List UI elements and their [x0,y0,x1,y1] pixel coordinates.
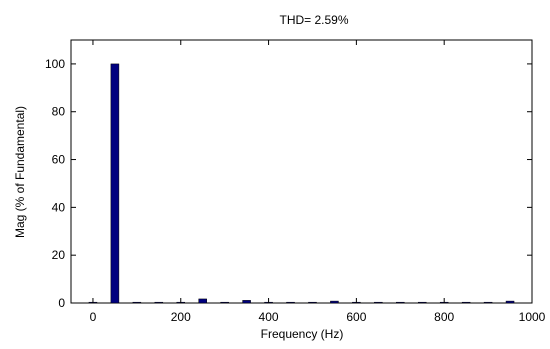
bar [132,301,142,304]
bar [483,301,493,304]
bar [308,301,317,304]
y-tick-label: 0 [58,296,65,310]
y-axis-ticks: 0 20 40 60 80 100 [45,57,532,310]
bar [330,300,339,304]
x-tick-label: 400 [259,310,279,324]
x-tick-label: 200 [171,310,191,324]
y-tick-label: 80 [52,105,66,119]
x-tick-label: 1000 [519,310,546,324]
y-tick-label: 20 [52,248,66,262]
bar [220,301,229,304]
bar [154,301,164,304]
bar [286,301,295,304]
bar [374,301,383,304]
y-axis-label: Mag (% of Fundamental) [13,106,27,238]
x-axis-ticks: 0 200 400 600 800 1000 [90,40,546,324]
plot-area [70,39,533,304]
y-tick-label: 100 [45,57,65,71]
y-tick-label: 60 [52,153,66,167]
bar [110,63,120,304]
bar [461,301,471,304]
chart-title: THD= 2.59% [279,13,348,27]
bar [505,300,515,304]
bar [198,298,207,304]
bar [242,300,251,304]
x-tick-label: 800 [434,310,454,324]
x-axis-label: Frequency (Hz) [261,327,344,341]
bar [417,301,427,304]
x-tick-label: 0 [90,310,97,324]
y-tick-label: 40 [52,200,66,214]
x-tick-label: 600 [346,310,366,324]
bar [396,301,405,304]
